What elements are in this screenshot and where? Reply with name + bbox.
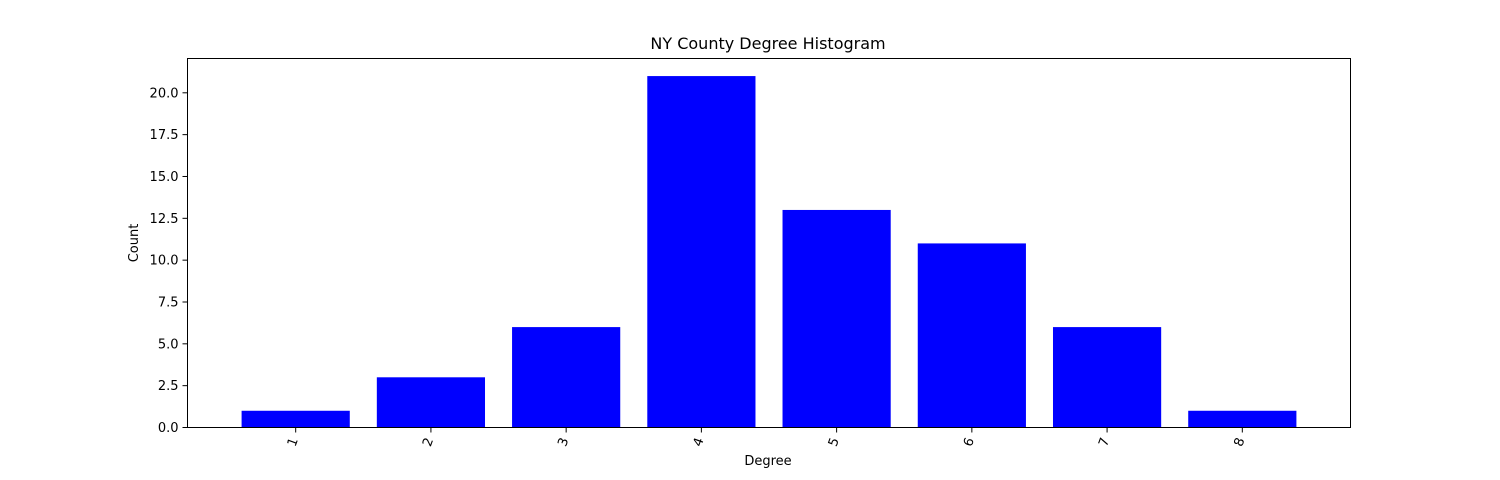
y-tick-label: 0.0 (158, 421, 179, 436)
bar-degree-6 (917, 243, 1026, 428)
y-tick-label: 5.0 (158, 337, 179, 352)
x-tick-label: 8 (1232, 436, 1249, 449)
y-tick-label: 12.5 (150, 212, 179, 227)
x-tick-label: 7 (1096, 436, 1113, 449)
bar-degree-2 (376, 377, 486, 428)
y-tick-label: 20.0 (150, 86, 179, 101)
x-tick-label: 4 (691, 436, 708, 449)
x-tick-label: 6 (961, 436, 978, 449)
bar-degree-5 (782, 209, 891, 428)
bar-degree-7 (1052, 327, 1162, 428)
bars-group (241, 76, 1297, 428)
y-axis-title: Count (127, 224, 142, 263)
chart-title: NY County Degree Histogram (650, 34, 885, 53)
x-axis-title: Degree (744, 454, 791, 469)
bar-degree-1 (241, 410, 350, 428)
x-tick-label: 1 (285, 436, 302, 449)
y-tick-label: 10.0 (150, 254, 179, 269)
x-tick-label: 3 (555, 436, 572, 449)
y-tick-label: 2.5 (158, 379, 179, 394)
y-tick-label: 17.5 (150, 128, 179, 143)
bar-degree-4 (647, 76, 756, 428)
x-tick-label: 5 (826, 436, 843, 449)
bar-degree-8 (1188, 410, 1297, 428)
plot-area-frame (187, 58, 1351, 428)
x-tick-label: 2 (420, 436, 437, 449)
bar-degree-3 (512, 327, 621, 428)
y-axis: 0.0 2.5 5.0 7.5 10.0 12.5 15.0 17.5 20.0 (150, 86, 188, 436)
y-tick-label: 15.0 (150, 170, 179, 185)
y-tick-label: 7.5 (158, 295, 179, 310)
x-axis: 1 2 3 4 5 6 7 8 (285, 427, 1249, 449)
